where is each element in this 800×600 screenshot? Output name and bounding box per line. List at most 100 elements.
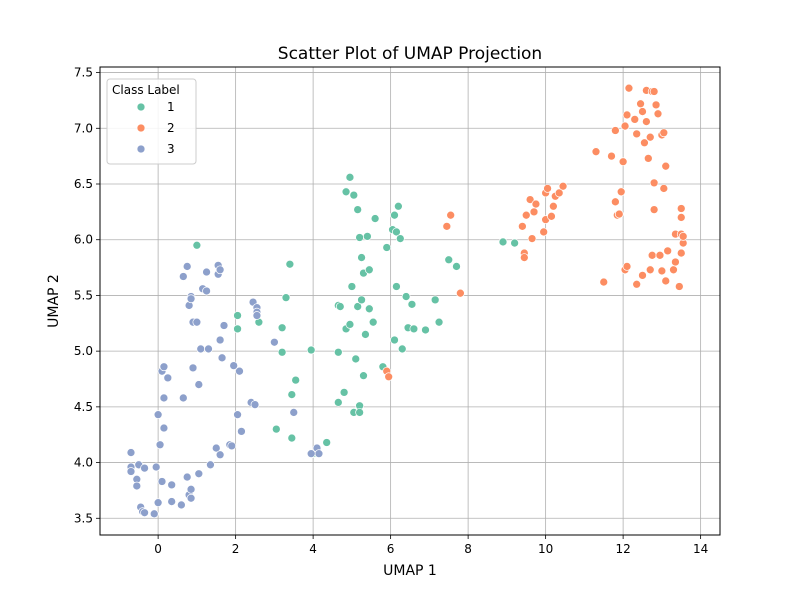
data-point-class-1 (345, 172, 355, 182)
data-point-class-3 (237, 427, 246, 436)
data-point-class-1 (271, 424, 281, 434)
data-point-class-1 (395, 234, 405, 243)
data-point-class-1 (430, 295, 440, 305)
data-point-class-1 (361, 330, 370, 339)
data-point-class-2 (543, 184, 552, 193)
data-point-class-2 (647, 250, 657, 260)
data-point-class-3 (126, 448, 136, 457)
data-point-class-2 (539, 227, 549, 237)
data-point-class-1 (281, 293, 291, 303)
data-point-class-3 (196, 344, 206, 354)
y-axis-label: UMAP 2 (46, 274, 62, 328)
data-point-class-3 (270, 337, 279, 347)
data-point-class-2 (645, 265, 655, 275)
data-point-class-2 (636, 99, 645, 109)
data-point-class-2 (531, 199, 541, 209)
y-tick-label: 5.0 (74, 344, 93, 358)
data-point-class-1 (306, 345, 316, 355)
y-tick-label: 6.0 (74, 233, 93, 247)
data-point-class-2 (547, 211, 556, 221)
data-point-class-1 (434, 317, 444, 327)
data-point-class-2 (649, 87, 659, 96)
legend-label-class-2: 2 (167, 121, 175, 135)
x-tick-label: 12 (615, 542, 630, 556)
data-point-class-2 (624, 83, 634, 93)
data-point-class-3 (186, 294, 196, 304)
data-point-class-1 (363, 232, 372, 241)
data-point-class-3 (159, 362, 169, 372)
data-point-class-1 (452, 262, 461, 271)
data-point-class-3 (149, 509, 159, 519)
chart-title: Scatter Plot of UMAP Projection (278, 44, 542, 64)
data-point-class-3 (177, 500, 186, 510)
data-point-class-3 (227, 441, 237, 451)
data-point-class-2 (620, 121, 630, 131)
data-point-class-2 (549, 201, 558, 211)
y-tick-label: 7.5 (74, 66, 93, 80)
data-point-class-2 (614, 209, 624, 219)
data-point-class-2 (659, 128, 669, 138)
data-point-class-3 (215, 265, 225, 275)
y-tick-label: 5.5 (74, 288, 93, 302)
data-point-class-3 (151, 462, 161, 472)
data-point-class-2 (649, 178, 659, 188)
legend-marker-class-2 (136, 123, 146, 133)
axis-ticks: 0 2 4 6 8 10 12 143.54.04.55.05.56.06.57.07.5 (74, 66, 708, 556)
data-point-class-2 (669, 265, 678, 275)
grid (100, 67, 720, 535)
data-point-class-2 (558, 181, 568, 191)
data-point-class-1 (390, 210, 399, 220)
data-point-class-2 (446, 210, 456, 220)
data-point-class-3 (192, 317, 202, 327)
data-point-class-1 (333, 347, 343, 357)
data-point-class-2 (519, 253, 529, 262)
y-tick-label: 7.0 (74, 121, 93, 135)
data-point-class-3 (159, 393, 169, 403)
data-point-class-3 (167, 497, 177, 506)
data-point-class-3 (215, 335, 225, 345)
data-point-class-2 (632, 129, 642, 139)
data-point-class-1 (444, 255, 454, 265)
y-tick-label: 3.5 (74, 511, 93, 525)
legend-label-class-3: 3 (167, 142, 175, 156)
data-point-class-2 (611, 126, 620, 135)
data-point-class-3 (206, 460, 215, 470)
data-point-class-1 (355, 408, 364, 417)
data-point-class-1 (510, 238, 519, 248)
data-point-class-2 (653, 109, 663, 119)
data-point-class-1 (353, 205, 363, 214)
x-tick-label: 8 (464, 542, 472, 556)
data-point-class-1 (498, 237, 508, 247)
data-point-class-3 (157, 477, 167, 486)
data-point-class-1 (287, 390, 297, 399)
data-point-class-3 (235, 366, 244, 376)
data-point-class-2 (518, 221, 527, 231)
axes-frame (99, 66, 721, 536)
data-point-class-1 (192, 240, 202, 250)
data-point-class-2 (640, 138, 649, 148)
legend-marker-class-1 (136, 102, 146, 112)
data-point-class-1 (368, 317, 378, 327)
legend-box (106, 78, 197, 165)
data-point-class-2 (678, 232, 688, 241)
data-point-class-3 (219, 321, 229, 330)
data-point-class-2 (525, 195, 535, 204)
data-point-class-2 (663, 246, 673, 256)
data-point-class-1 (287, 433, 297, 443)
data-point-class-1 (409, 324, 419, 334)
x-tick-label: 4 (309, 542, 317, 556)
data-point-class-2 (642, 117, 651, 126)
data-point-class-1 (322, 438, 332, 447)
data-point-class-3 (167, 480, 177, 490)
data-point-class-3 (215, 450, 225, 460)
legend-label-class-1: 1 (167, 100, 175, 114)
data-point-class-2 (676, 213, 686, 222)
data-point-class-3 (250, 400, 260, 409)
data-point-class-2 (611, 197, 620, 207)
data-point-class-1 (392, 227, 401, 237)
legend-marker-class-3 (136, 144, 146, 154)
data-point-class-1 (233, 311, 242, 320)
data-point-class-3 (202, 267, 211, 277)
data-point-class-1 (233, 324, 242, 334)
y-tick-label: 4.0 (74, 456, 93, 470)
